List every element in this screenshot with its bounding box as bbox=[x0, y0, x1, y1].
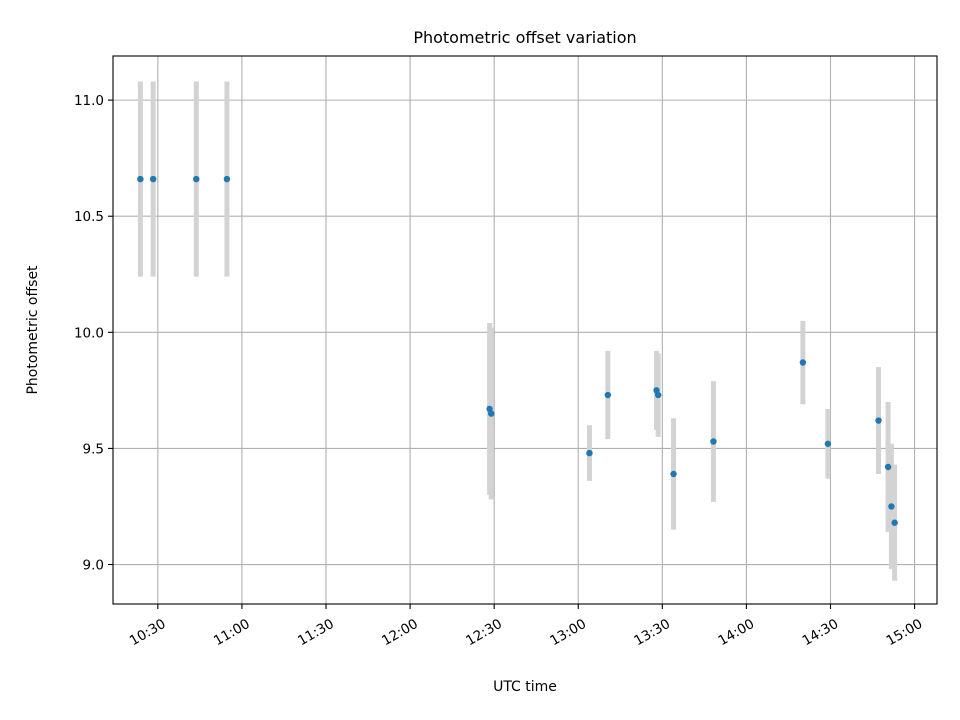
plot-frame bbox=[112, 55, 938, 605]
data-point bbox=[137, 175, 144, 183]
data-point bbox=[223, 175, 231, 183]
y-tick-label: 9.0 bbox=[83, 558, 104, 574]
x-axis-label: UTC time bbox=[493, 679, 557, 695]
data-point bbox=[670, 470, 677, 478]
data-point bbox=[884, 463, 892, 471]
data-point bbox=[710, 438, 717, 445]
data-point bbox=[799, 359, 807, 366]
data-point bbox=[875, 417, 882, 424]
data-point bbox=[654, 391, 662, 399]
y-tick-label: 9.5 bbox=[83, 441, 104, 457]
data-point bbox=[824, 440, 832, 447]
data-point bbox=[488, 410, 495, 417]
data-point bbox=[149, 175, 157, 183]
grid-lines bbox=[113, 56, 937, 604]
data-point bbox=[888, 503, 895, 510]
data-point bbox=[586, 449, 593, 457]
y-tick-label: 10.5 bbox=[74, 209, 104, 225]
chart-title: Photometric offset variation bbox=[413, 28, 636, 47]
y-tick-label: 11.0 bbox=[74, 93, 104, 109]
data-point bbox=[193, 175, 200, 183]
data-point bbox=[891, 519, 898, 526]
data-point bbox=[604, 391, 612, 399]
y-tick-label: 10.0 bbox=[74, 325, 104, 341]
data-points bbox=[137, 175, 898, 526]
y-axis-label: Photometric offset bbox=[25, 265, 41, 395]
